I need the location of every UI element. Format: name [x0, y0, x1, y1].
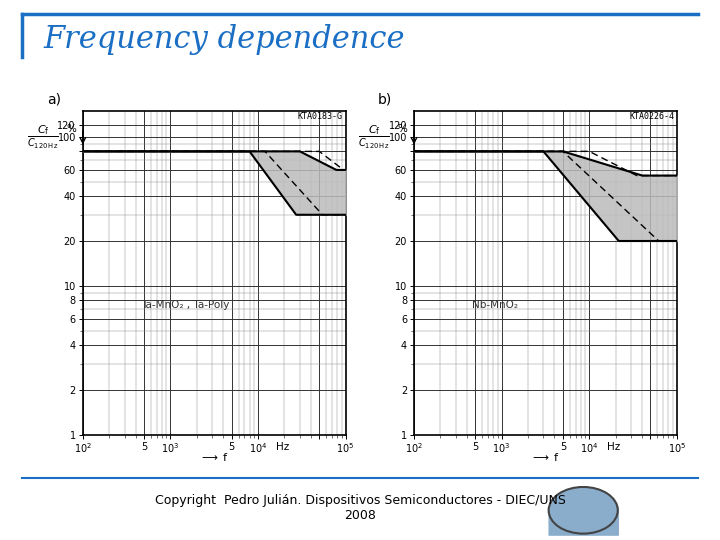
Text: $\overline{C_{\mathrm{120\,Hz}}}$: $\overline{C_{\mathrm{120\,Hz}}}$: [359, 135, 390, 151]
Text: Ta-MnO₂ , Ta-Poly: Ta-MnO₂ , Ta-Poly: [140, 300, 229, 310]
Text: KTA0226-4: KTA0226-4: [629, 112, 674, 122]
Text: %: %: [397, 124, 408, 133]
Text: Nb-MnO₂: Nb-MnO₂: [472, 300, 518, 310]
Text: $\longrightarrow$ f: $\longrightarrow$ f: [530, 451, 560, 463]
Text: $C_\mathrm{f}$: $C_\mathrm{f}$: [37, 123, 50, 137]
Text: Hz: Hz: [607, 442, 620, 452]
Text: Hz: Hz: [276, 442, 289, 452]
Text: $\longrightarrow$ f: $\longrightarrow$ f: [199, 451, 229, 463]
Text: $\overline{C_{\mathrm{120\,Hz}}}$: $\overline{C_{\mathrm{120\,Hz}}}$: [27, 135, 59, 151]
Text: Copyright  Pedro Julián. Dispositivos Semiconductores - DIEC/UNS
2008: Copyright Pedro Julián. Dispositivos Sem…: [155, 494, 565, 522]
Text: b): b): [378, 93, 392, 107]
Text: KTA0183-G: KTA0183-G: [298, 112, 343, 122]
Text: a): a): [47, 93, 60, 107]
Text: %: %: [66, 124, 76, 133]
Text: $C_\mathrm{f}$: $C_\mathrm{f}$: [368, 123, 381, 137]
Text: Frequency dependence: Frequency dependence: [43, 24, 405, 55]
